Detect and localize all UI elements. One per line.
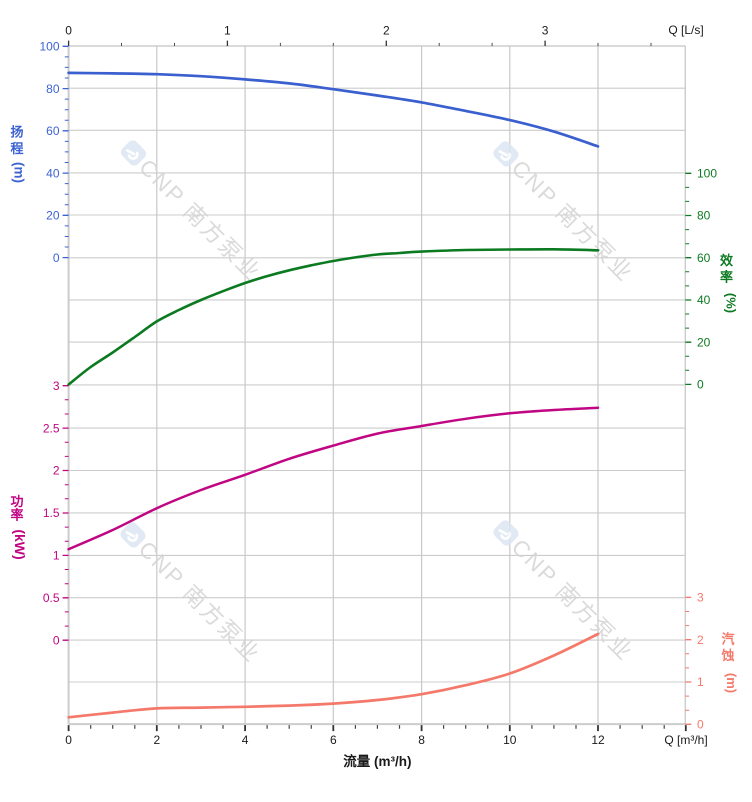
svg-text:20: 20 (46, 209, 60, 223)
svg-text:率: 率 (10, 508, 23, 523)
svg-text:蚀: 蚀 (720, 648, 734, 663)
svg-text:10: 10 (503, 733, 517, 747)
svg-text:6: 6 (330, 733, 337, 747)
svg-text:3: 3 (697, 591, 704, 605)
svg-text:流量 (m³/h): 流量 (m³/h) (343, 753, 411, 769)
svg-text:1: 1 (53, 549, 60, 563)
svg-text:0: 0 (65, 24, 72, 38)
svg-text:2: 2 (153, 733, 160, 747)
svg-text:40: 40 (46, 166, 60, 180)
svg-text:100: 100 (39, 40, 59, 54)
svg-text:8: 8 (418, 733, 425, 747)
svg-text:0: 0 (697, 378, 704, 392)
svg-text:20: 20 (697, 335, 711, 349)
svg-text:(%): (%) (723, 293, 738, 313)
svg-text:40: 40 (697, 293, 711, 307)
svg-text:2.5: 2.5 (43, 421, 60, 435)
svg-text:2: 2 (53, 464, 60, 478)
svg-text:2: 2 (383, 24, 390, 38)
svg-text:4: 4 (242, 733, 249, 747)
svg-text:功: 功 (10, 494, 23, 509)
svg-text:1: 1 (224, 24, 231, 38)
svg-text:0: 0 (697, 718, 704, 732)
svg-text:80: 80 (697, 209, 711, 223)
svg-text:60: 60 (46, 124, 60, 138)
svg-text:Q [L/s]: Q [L/s] (668, 23, 703, 37)
svg-text:Q [m³/h]: Q [m³/h] (664, 733, 707, 747)
svg-text:1: 1 (697, 675, 704, 689)
svg-text:0: 0 (53, 633, 60, 647)
svg-text:(kW): (kW) (12, 529, 28, 559)
svg-text:3: 3 (542, 24, 549, 38)
svg-text:(m): (m) (12, 162, 27, 183)
svg-text:扬: 扬 (10, 125, 23, 140)
svg-text:效: 效 (720, 253, 734, 268)
svg-text:汽: 汽 (721, 632, 734, 647)
svg-text:0.5: 0.5 (43, 591, 60, 605)
svg-text:2: 2 (697, 633, 704, 647)
svg-text:12: 12 (591, 733, 605, 747)
svg-text:100: 100 (697, 167, 717, 181)
svg-text:0: 0 (53, 251, 60, 265)
svg-text:程: 程 (10, 141, 23, 156)
svg-text:1.5: 1.5 (43, 506, 60, 520)
svg-text:0: 0 (65, 733, 72, 747)
svg-text:(m): (m) (724, 673, 739, 693)
svg-text:60: 60 (697, 251, 711, 265)
svg-text:80: 80 (46, 82, 60, 96)
svg-text:3: 3 (53, 379, 60, 393)
svg-text:率: 率 (720, 270, 733, 285)
